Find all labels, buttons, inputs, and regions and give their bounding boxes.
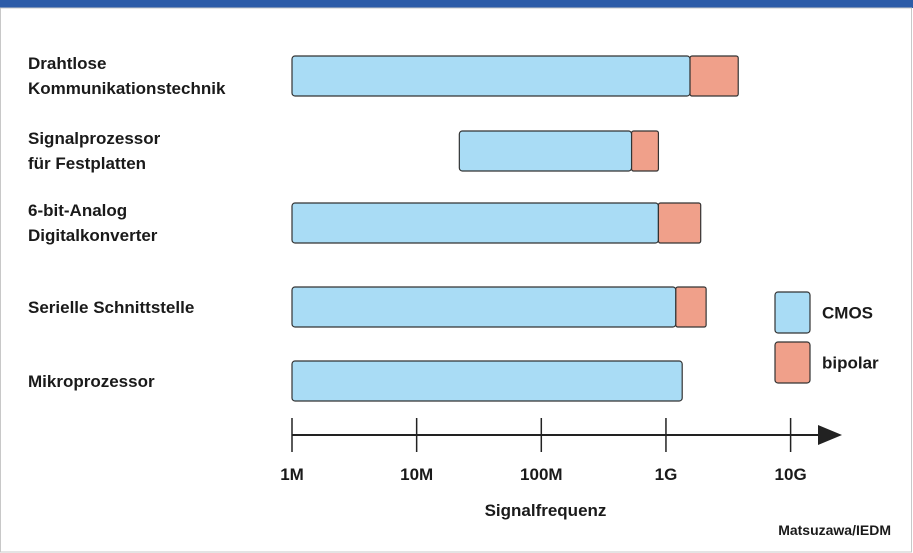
source: Matsuzawa/IEDM <box>778 522 891 538</box>
bipolar-bar <box>689 55 739 97</box>
bipolar-bar <box>630 130 660 172</box>
legend-label: bipolar <box>822 353 879 372</box>
x-tick-label: 10G <box>775 465 807 484</box>
category-label: Drahtlose Kommunikationstechnik <box>28 54 226 98</box>
category-label: Signalprozessor für Festplatten <box>28 129 161 173</box>
bipolar-bar <box>675 286 707 328</box>
category-label: Mikroprozessor <box>28 371 155 391</box>
cmos-bar <box>291 55 691 97</box>
category-label: 6-bit-Analog Digitalkonverter <box>28 201 158 245</box>
cmos-bar <box>291 202 660 244</box>
legend-swatch <box>774 341 811 384</box>
cmos-bar <box>458 130 633 172</box>
x-tick-label: 100M <box>520 465 563 484</box>
top-band <box>0 0 913 8</box>
x-tick-label: 10M <box>400 465 433 484</box>
cmos-bar <box>291 286 677 328</box>
x-tick-label: 1M <box>280 465 304 484</box>
legend-swatch <box>774 291 811 334</box>
bipolar-bar <box>657 202 702 244</box>
x-axis-label: Signalfrequenz <box>484 501 607 520</box>
legend-label: CMOS <box>822 303 873 322</box>
x-tick-label: 1G <box>655 465 678 484</box>
cmos-bar <box>291 360 683 402</box>
frame <box>0 7 912 553</box>
category-label: Serielle Schnittstelle <box>28 297 195 317</box>
